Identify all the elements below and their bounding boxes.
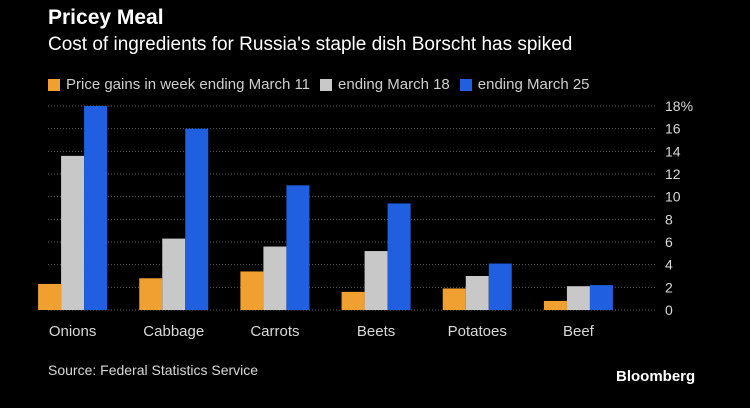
bar: [566, 286, 590, 310]
legend-label-march-11: Price gains in week ending March 11: [66, 76, 311, 93]
bar: [341, 291, 365, 310]
y-tick-label: 12: [665, 166, 681, 182]
legend-label-march-25: ending March 25: [477, 76, 590, 93]
x-tick-label: Beef: [563, 323, 595, 340]
legend-item-march-11: Price gains in week ending March 11: [48, 76, 310, 93]
legend-swatch-march-11: [48, 78, 60, 91]
y-tick-label: 0: [665, 302, 673, 318]
y-tick-label: 18%: [665, 98, 693, 114]
source-note: Source: Federal Statistics Service: [48, 362, 259, 378]
x-tick-label: Cabbage: [143, 323, 204, 340]
x-tick-label: Carrots: [250, 323, 299, 340]
bar: [84, 106, 108, 310]
bar: [286, 185, 310, 310]
x-tick-label: Beets: [357, 323, 395, 340]
y-tick-label: 4: [665, 257, 673, 273]
legend-swatch-march-18: [320, 78, 333, 91]
legend-swatch-march-25: [459, 78, 472, 91]
bar: [162, 238, 186, 310]
legend-item-march-25: ending March 25: [459, 76, 590, 93]
bar: [139, 278, 163, 310]
chart-subtitle: Cost of ingredients for Russia's staple …: [48, 34, 573, 55]
y-tick-label: 16: [665, 121, 681, 137]
bar: [38, 283, 62, 310]
bar: [442, 288, 466, 310]
bar: [589, 285, 613, 310]
bar: [263, 246, 287, 310]
bar: [240, 271, 264, 310]
bar: [465, 276, 489, 310]
legend-label-march-18: ending March 18: [338, 76, 450, 93]
y-tick-label: 8: [665, 211, 673, 227]
x-tick-label: Potatoes: [448, 323, 507, 340]
chart-title: Pricey Meal: [48, 6, 164, 29]
y-tick-label: 10: [665, 189, 681, 205]
bar: [185, 128, 209, 310]
bar: [387, 203, 411, 310]
legend-item-march-18: ending March 18: [320, 76, 450, 93]
bar: [543, 300, 567, 310]
y-tick-label: 6: [665, 234, 673, 250]
y-tick-label: 14: [665, 143, 681, 159]
bar: [364, 251, 388, 310]
legend: Price gains in week ending March 11 endi…: [48, 76, 600, 93]
x-tick-label: Onions: [49, 323, 97, 340]
bar: [488, 263, 512, 310]
bar: [61, 155, 85, 310]
y-tick-label: 2: [665, 279, 673, 295]
bloomberg-logo: Bloomberg: [616, 368, 696, 385]
